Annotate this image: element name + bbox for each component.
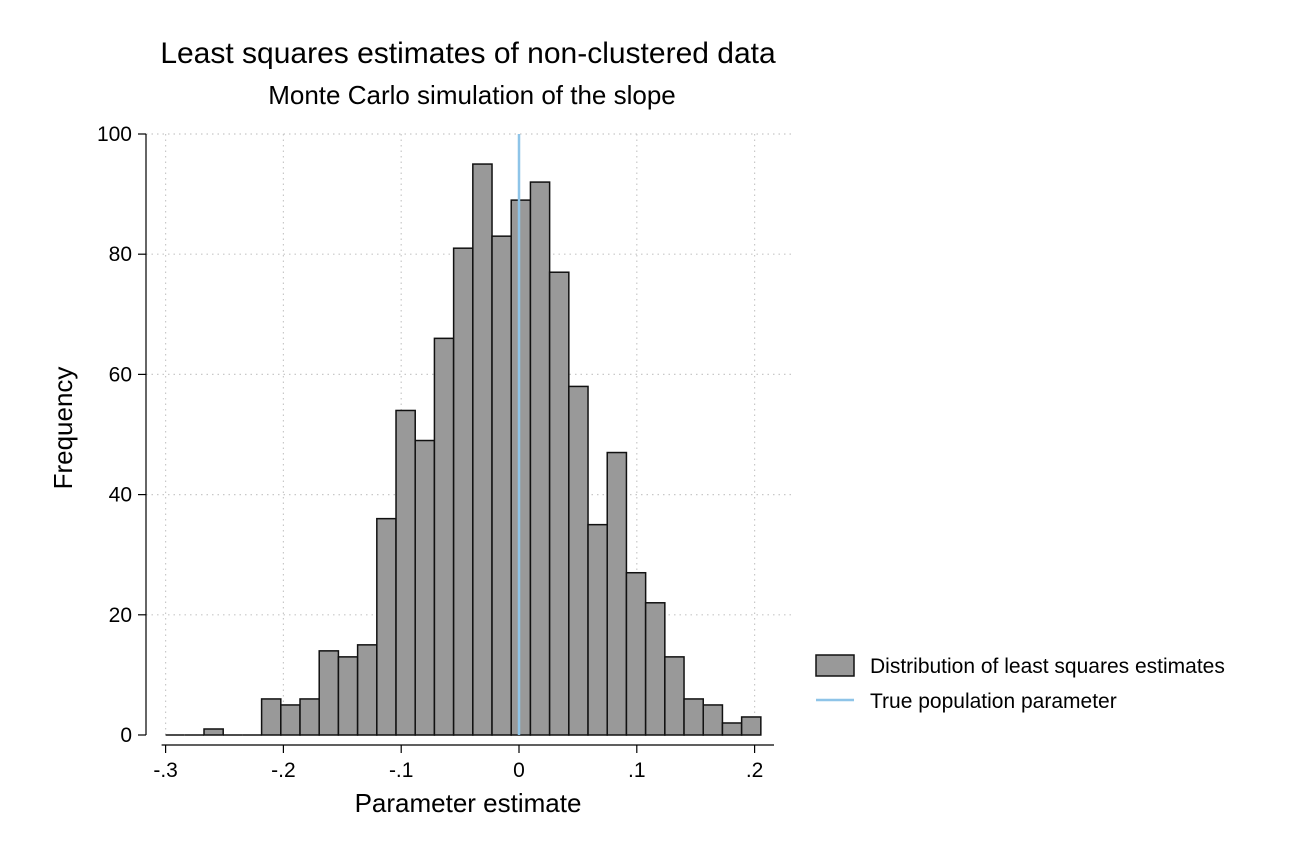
x-tick-label: 0 [513, 759, 525, 782]
histogram-bar [529, 181, 551, 736]
chart-subtitle: Monte Carlo simulation of the slope [268, 80, 676, 110]
x-tick-label: .2 [746, 759, 764, 782]
axes [145, 134, 774, 746]
histogram-bar [356, 644, 378, 736]
histogram-bar [452, 247, 474, 736]
histogram-bar [433, 337, 455, 736]
histogram-bar [376, 517, 397, 736]
histogram-bar [510, 199, 532, 736]
y-axis-title: Frequency [48, 367, 78, 490]
x-tick-labels: -.3 -.2 -.1 0 .1 .2 [153, 745, 763, 782]
y-tick-label: 100 [97, 123, 132, 146]
x-tick-label: -.1 [389, 759, 414, 782]
histogram-bar [568, 385, 589, 736]
x-tick-label: -.3 [153, 759, 178, 782]
x-tick-label: -.2 [271, 759, 296, 782]
legend-label-bars: Distribution of least squares estimates [870, 655, 1225, 678]
legend-swatch-bars [815, 654, 855, 677]
histogram-bar [587, 523, 608, 736]
y-tick-label: 0 [120, 724, 132, 747]
histogram-bar [606, 451, 628, 736]
legend-label-line: True population parameter [870, 690, 1117, 713]
histogram-bar [683, 698, 704, 736]
histogram-bar [395, 409, 416, 736]
histogram-bar [318, 650, 340, 736]
y-tick-label: 60 [109, 363, 132, 386]
legend: Distribution of least squares estimates … [815, 654, 1225, 713]
y-tick-labels: 0 20 40 60 80 100 [97, 123, 146, 747]
y-tick-label: 20 [109, 604, 132, 627]
histogram-bar [740, 716, 762, 736]
histogram-bar [414, 439, 436, 736]
histogram-bar [548, 271, 570, 736]
histogram-bar [625, 571, 647, 736]
histogram-bar [491, 235, 512, 736]
histogram-bar [721, 722, 743, 736]
y-tick-label: 80 [109, 243, 132, 266]
histogram-bar [203, 728, 224, 736]
histogram-bar [664, 656, 685, 736]
chart-title: Least squares estimates of non-clustered… [160, 37, 776, 70]
histogram-bar [644, 602, 666, 736]
histogram-bar [702, 704, 724, 736]
histogram-bars [165, 163, 762, 736]
histogram-bar [337, 656, 359, 736]
x-axis-title: Parameter estimate [355, 788, 582, 818]
histogram-bar [260, 698, 282, 736]
y-tick-label: 40 [109, 484, 132, 507]
x-tick-label: .1 [628, 759, 646, 782]
histogram-bar [280, 704, 301, 736]
histogram-bar [472, 163, 493, 736]
histogram-bar [299, 698, 320, 736]
